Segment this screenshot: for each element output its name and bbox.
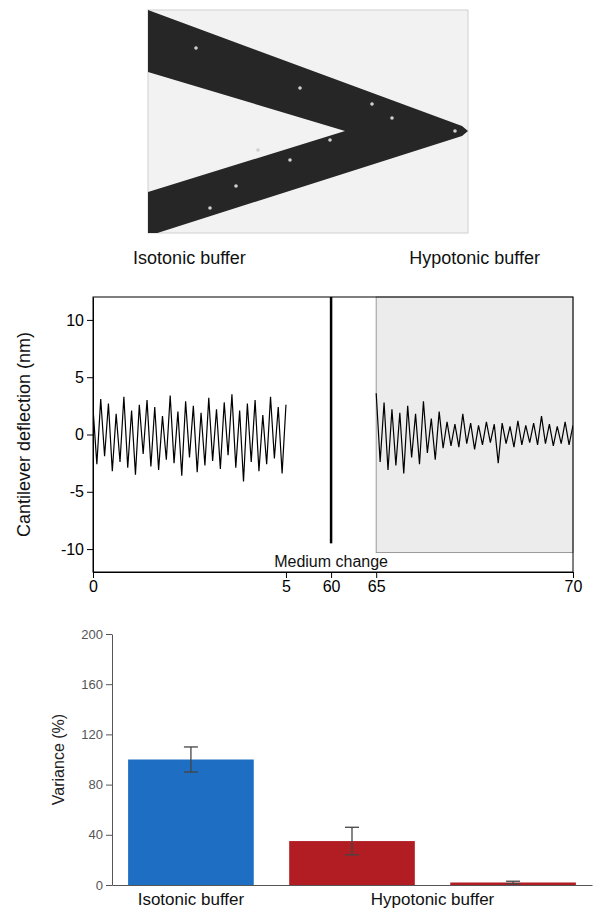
- y-axis: -10 -5 0 5 10: [61, 298, 94, 573]
- plot-frame: [93, 297, 573, 572]
- bar: [128, 760, 254, 886]
- group-label: Hypotonic buffer: [371, 890, 495, 909]
- x-axis-tick: 70: [565, 572, 583, 595]
- y-axis-title: Variance (%): [50, 714, 67, 805]
- y-axis-tick: 160: [81, 677, 112, 692]
- x-axis-tick-label: 5: [282, 578, 291, 595]
- y-axis-tick-label: 120: [81, 727, 103, 742]
- x-axis-tick-label: 65: [368, 578, 386, 595]
- x-axis-tick: 0: [89, 572, 98, 595]
- y-axis-tick-label: -5: [70, 483, 84, 500]
- y-axis-tick-label: 200: [81, 627, 103, 642]
- x-axis-tick-mark: [331, 572, 332, 578]
- error-bar-cap: [345, 827, 359, 828]
- x-axis-tick-mark: [376, 572, 377, 578]
- y-axis-tick: -10: [61, 541, 93, 558]
- error-bar-cap: [506, 883, 520, 884]
- deflection-trace: [376, 393, 573, 473]
- y-axis-title: Cantilever deflection (nm): [14, 332, 34, 537]
- x-axis-tick-mark: [93, 572, 94, 578]
- y-axis-tick: 120: [81, 727, 112, 742]
- image-speck: [328, 138, 332, 142]
- y-axis-tick: 0: [96, 878, 112, 893]
- image-speck: [194, 46, 198, 50]
- annotation-line: [330, 297, 333, 543]
- error-bar: [345, 827, 359, 855]
- y-axis-tick-mark: [87, 492, 93, 493]
- x-axis-tick-mark: [573, 572, 574, 578]
- error-bar-cap: [184, 746, 198, 747]
- x-axis-tick-label: Isotonic buffer: [138, 890, 245, 909]
- cantilever-shape: [148, 10, 468, 233]
- y-axis-tick-label: 160: [81, 677, 103, 692]
- deflection-trace: [93, 394, 286, 481]
- image-speck: [234, 184, 238, 188]
- trace-lines: [93, 297, 573, 543]
- y-axis-tick-mark: [87, 377, 93, 378]
- y-axis-tick-mark: [106, 885, 112, 886]
- x-axis-tick-label: 70: [565, 578, 583, 595]
- image-speck: [390, 116, 394, 120]
- x-axis-tick: 5: [282, 572, 291, 595]
- error-bar-stem: [190, 747, 191, 772]
- y-axis-tick-label: 80: [89, 777, 103, 792]
- x-axis-tick-label: 0: [89, 578, 98, 595]
- error-bar-cap: [506, 881, 520, 882]
- cantilever-image: [148, 10, 468, 236]
- error-bar: [184, 747, 198, 772]
- y-axis-tick-mark: [87, 549, 93, 550]
- y-axis-tick: 0: [75, 426, 93, 443]
- y-axis-tick-label: -10: [61, 541, 84, 558]
- error-bar: [506, 881, 520, 884]
- image-speck: [370, 102, 374, 106]
- y-axis-tick-label: 5: [75, 369, 84, 386]
- y-axis: 0 40 80 120 160 200: [81, 627, 112, 893]
- x-axis: Isotonic buffer: [113, 886, 593, 910]
- error-bar-stem: [351, 827, 352, 855]
- y-axis-tick-label: 40: [89, 827, 103, 842]
- bar-chart: 0 40 80 120 160 200 Isotonic buffer Hypotonic b…: [50, 627, 593, 909]
- y-axis-tick: 40: [89, 827, 112, 842]
- y-axis-tick-mark: [106, 684, 112, 685]
- y-axis-tick: 10: [66, 312, 93, 329]
- y-axis-tick: -5: [70, 483, 93, 500]
- error-bar-cap: [345, 854, 359, 855]
- x-axis-line: [94, 572, 574, 573]
- y-axis-tick: 5: [75, 369, 93, 386]
- image-speck: [298, 86, 302, 90]
- bars: [128, 747, 576, 885]
- y-axis-tick-mark: [106, 785, 112, 786]
- annotation-label: Medium change: [274, 553, 388, 570]
- x-axis-tick-mark: [286, 572, 287, 578]
- y-axis-tick-label: 0: [75, 426, 84, 443]
- y-axis-tick-label: 0: [96, 878, 103, 893]
- y-axis-tick-mark: [106, 835, 112, 836]
- y-axis-tick: 80: [89, 777, 112, 792]
- panel-label: Hypotonic buffer: [409, 248, 540, 268]
- x-axis-line: [113, 885, 593, 886]
- y-axis-line: [93, 298, 94, 573]
- x-axis-tick: 60: [323, 572, 341, 595]
- y-axis-line: [112, 635, 113, 886]
- x-axis-tick: 65: [368, 572, 386, 595]
- x-axis: 0 5 60 65 70: [89, 572, 582, 595]
- image-speck: [208, 206, 212, 210]
- x-axis-tick: Isotonic buffer: [138, 890, 245, 909]
- y-axis-tick-mark: [87, 320, 93, 321]
- y-axis-tick-label: 10: [66, 312, 84, 329]
- panel-label: Isotonic buffer: [133, 248, 246, 268]
- y-axis-tick-mark: [106, 634, 112, 635]
- figure: -10 -5 0 5 10 0 5 60 65 70 Isotonic buffer Hypotoni…: [0, 0, 597, 921]
- y-axis-tick-mark: [87, 435, 93, 436]
- x-axis-tick-label: 60: [323, 578, 341, 595]
- highlight-region: [376, 297, 573, 553]
- image-speck: [288, 158, 292, 162]
- image-speck: [256, 148, 260, 152]
- y-axis-tick: 200: [81, 627, 112, 642]
- trace-chart: -10 -5 0 5 10 0 5 60 65 70 Isotonic buffer Hypotoni…: [14, 248, 583, 595]
- y-axis-tick-mark: [106, 734, 112, 735]
- image-speck: [453, 129, 457, 133]
- error-bar-cap: [184, 771, 198, 772]
